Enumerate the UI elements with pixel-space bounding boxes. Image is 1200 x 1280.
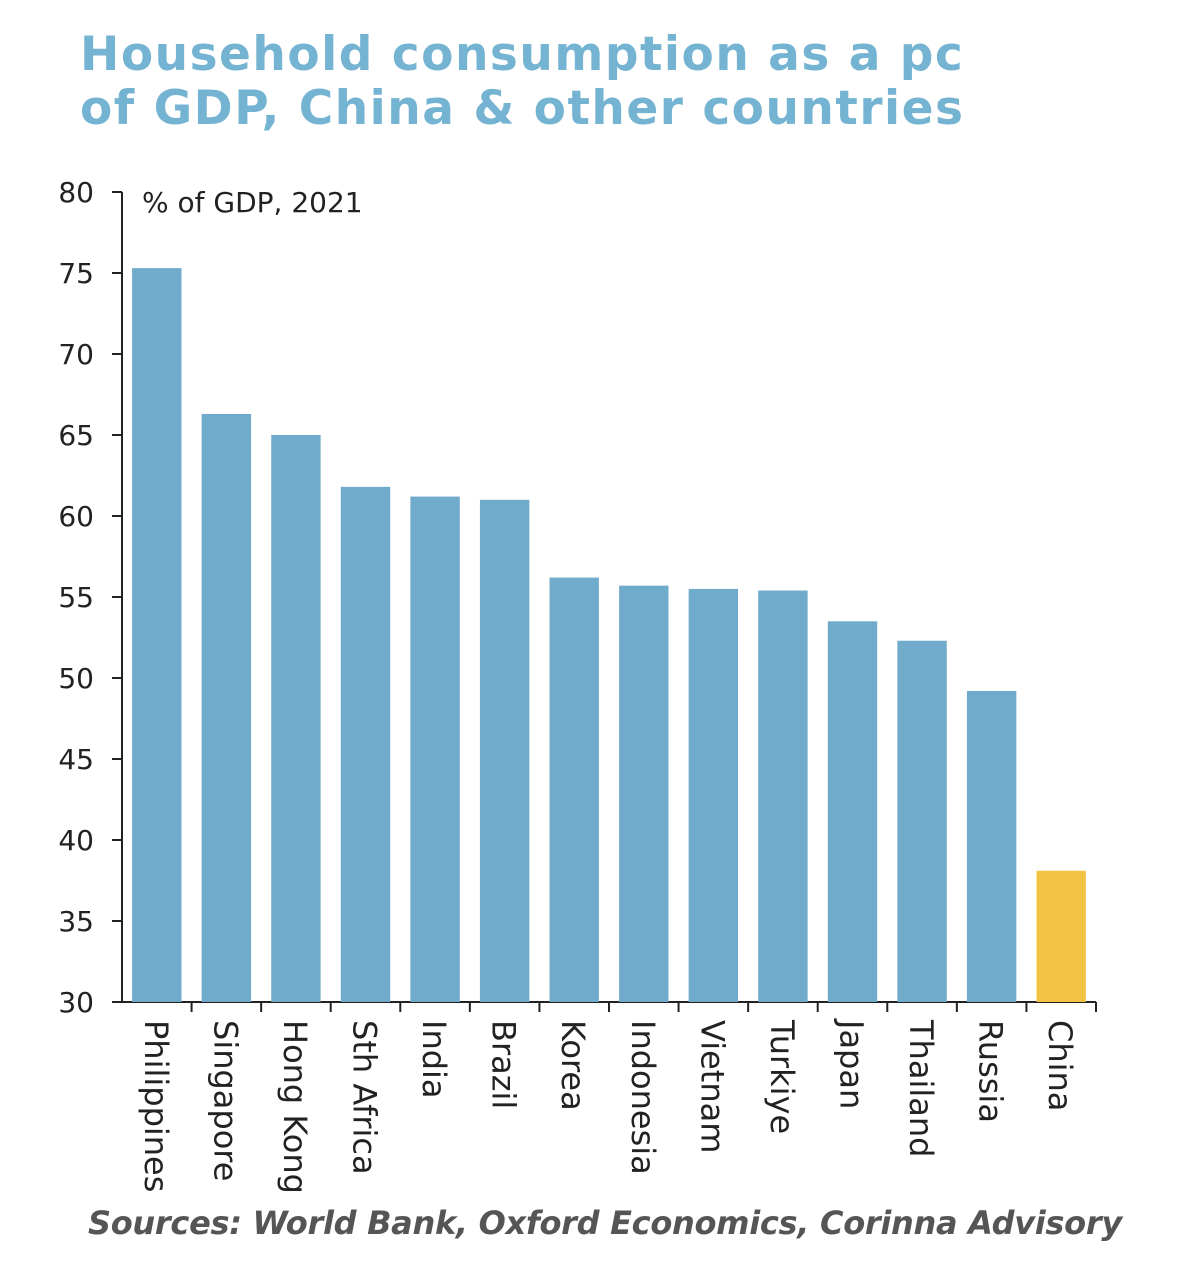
chart-title-line-1: Household consumption as a pc: [80, 27, 965, 82]
x-tick-label: Sth Africa: [346, 1020, 384, 1175]
x-tick-label: Turkiye: [763, 1019, 801, 1134]
chart-title-line-2: of GDP, China & other countries: [80, 81, 965, 136]
bar: [966, 690, 1017, 1002]
x-tick-label: Vietnam: [693, 1020, 731, 1153]
bar-chart: 30 35 40 45 50 55 60 65 70 75 80 % of GDP, 2021 Phil…: [58, 176, 1097, 1194]
x-tick-label: Hong Kong: [276, 1020, 314, 1194]
x-tick-label: Japan: [833, 1018, 871, 1109]
bar: [132, 268, 182, 1002]
bar: [410, 496, 460, 1002]
x-tick-label: Thailand: [902, 1019, 940, 1157]
source-note: Sources: World Bank, Oxford Economics, C…: [88, 1204, 1122, 1242]
x-tick-label: Philippines: [137, 1020, 175, 1192]
y-tick-label: 35: [58, 905, 94, 938]
y-tick-label: 60: [58, 500, 94, 533]
bar: [827, 621, 878, 1002]
y-tick-label: 50: [58, 662, 94, 695]
y-tick-label: 30: [58, 986, 94, 1019]
y-tick-label: 80: [58, 176, 94, 209]
x-tick-label: Korea: [554, 1020, 592, 1111]
x-tick-label: Brazil: [485, 1020, 523, 1109]
y-tick-label: 65: [58, 419, 94, 452]
bar: [549, 577, 599, 1002]
x-tick-label: India: [415, 1020, 453, 1099]
y-tick-label: 70: [58, 338, 94, 371]
bar: [479, 499, 530, 1002]
chart-title: Household consumption as a pc of GDP, Ch…: [80, 28, 1140, 136]
x-tick-label: Russia: [972, 1020, 1010, 1123]
y-tick-label: 45: [58, 743, 94, 776]
bar: [1036, 870, 1086, 1002]
bar: [271, 435, 321, 1002]
bar: [688, 588, 739, 1002]
bar: [758, 590, 808, 1002]
y-tick-label: 75: [58, 257, 94, 290]
bar: [619, 585, 669, 1002]
y-tick-label: 55: [58, 581, 94, 614]
bar: [201, 413, 252, 1002]
x-tick-label: China: [1041, 1020, 1079, 1111]
x-tick-label: Singapore: [206, 1020, 244, 1181]
x-tick-label: Indonesia: [624, 1020, 662, 1175]
chart-annotation: % of GDP, 2021: [142, 186, 363, 219]
y-tick-label: 40: [58, 824, 94, 857]
bar: [340, 486, 391, 1003]
bar: [897, 640, 947, 1002]
